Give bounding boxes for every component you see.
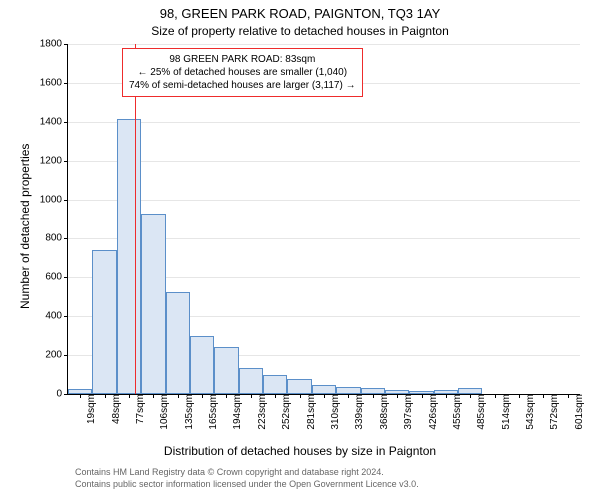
histogram-bar [336,387,360,394]
footnote-line1: Contains HM Land Registry data © Crown c… [75,467,419,479]
page-title-address: 98, GREEN PARK ROAD, PAIGNTON, TQ3 1AY [0,6,600,21]
xtick-label: 77sqm [129,394,146,424]
ytick-label: 1800 [40,39,68,50]
xtick-label: 310sqm [324,394,341,430]
xtick-label: 426sqm [422,394,439,430]
xtick-label: 135sqm [178,394,195,430]
ytick-label: 400 [45,311,68,322]
footnote: Contains HM Land Registry data © Crown c… [75,467,419,490]
histogram-bar [214,347,238,394]
histogram-bar [239,368,263,394]
histogram-bar [92,250,116,394]
footnote-line2: Contains public sector information licen… [75,479,419,491]
xtick-label: 281sqm [300,394,317,430]
histogram-bar [166,292,190,394]
histogram-bar [263,375,287,394]
ytick-label: 0 [56,389,68,400]
grid-line [68,44,580,45]
y-axis-label: Number of detached properties [18,144,32,309]
xtick-label: 48sqm [105,394,122,424]
ytick-label: 1600 [40,77,68,88]
legend-box: 98 GREEN PARK ROAD: 83sqm← 25% of detach… [122,48,363,97]
xtick-label: 514sqm [495,394,512,430]
histogram-bar [117,119,141,394]
x-axis-label: Distribution of detached houses by size … [0,444,600,458]
chart-plot-area: 02004006008001000120014001600180019sqm48… [67,44,580,395]
xtick-label: 165sqm [202,394,219,430]
xtick-label: 223sqm [251,394,268,430]
xtick-label: 601sqm [568,394,585,430]
xtick-label: 194sqm [226,394,243,430]
histogram-bar [312,385,336,394]
histogram-bar [141,214,165,394]
ytick-label: 1000 [40,194,68,205]
xtick-label: 485sqm [470,394,487,430]
ytick-label: 200 [45,350,68,361]
xtick-label: 455sqm [446,394,463,430]
grid-line [68,200,580,201]
xtick-label: 106sqm [153,394,170,430]
ytick-label: 1400 [40,116,68,127]
legend-line3: 74% of semi-detached houses are larger (… [129,79,356,92]
legend-line2: ← 25% of detached houses are smaller (1,… [129,66,356,79]
grid-line [68,122,580,123]
xtick-label: 368sqm [373,394,390,430]
ytick-label: 800 [45,233,68,244]
xtick-label: 252sqm [275,394,292,430]
ytick-label: 600 [45,272,68,283]
xtick-label: 397sqm [397,394,414,430]
legend-line1: 98 GREEN PARK ROAD: 83sqm [129,53,356,66]
xtick-label: 572sqm [543,394,560,430]
page-subtitle: Size of property relative to detached ho… [0,24,600,38]
xtick-label: 543sqm [519,394,536,430]
histogram-bar [190,336,214,394]
xtick-label: 19sqm [80,394,97,424]
ytick-label: 1200 [40,155,68,166]
grid-line [68,161,580,162]
histogram-bar [287,379,311,394]
xtick-label: 339sqm [348,394,365,430]
